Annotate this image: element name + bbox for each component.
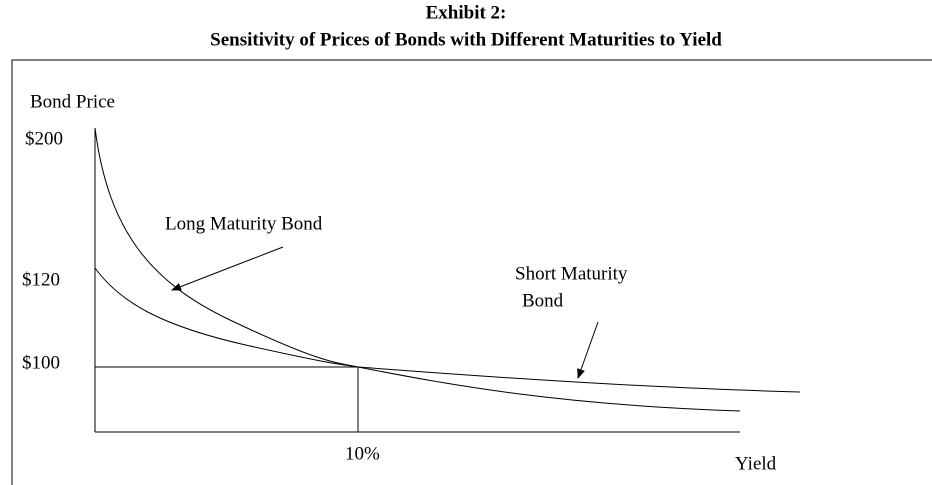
short-curve <box>94 267 801 393</box>
x-axis-label: Yield <box>735 453 777 474</box>
curve-label: Short Maturity <box>515 263 628 284</box>
y-tick-label: $200 <box>25 128 63 149</box>
x-tick-label: 10% <box>345 443 380 464</box>
curve-label: Bond <box>522 290 564 311</box>
frame <box>11 59 932 485</box>
arrow <box>171 246 284 291</box>
curve-label: Long Maturity Bond <box>165 213 323 234</box>
arrow <box>577 321 599 379</box>
y-axis-label: Bond Price <box>30 91 115 112</box>
y-tick-label: $100 <box>22 352 60 373</box>
title: Exhibit 2: <box>426 2 507 23</box>
subtitle: Sensitivity of Prices of Bonds with Diff… <box>210 29 722 50</box>
long-curve <box>94 127 741 412</box>
y-tick-label: $120 <box>22 269 60 290</box>
